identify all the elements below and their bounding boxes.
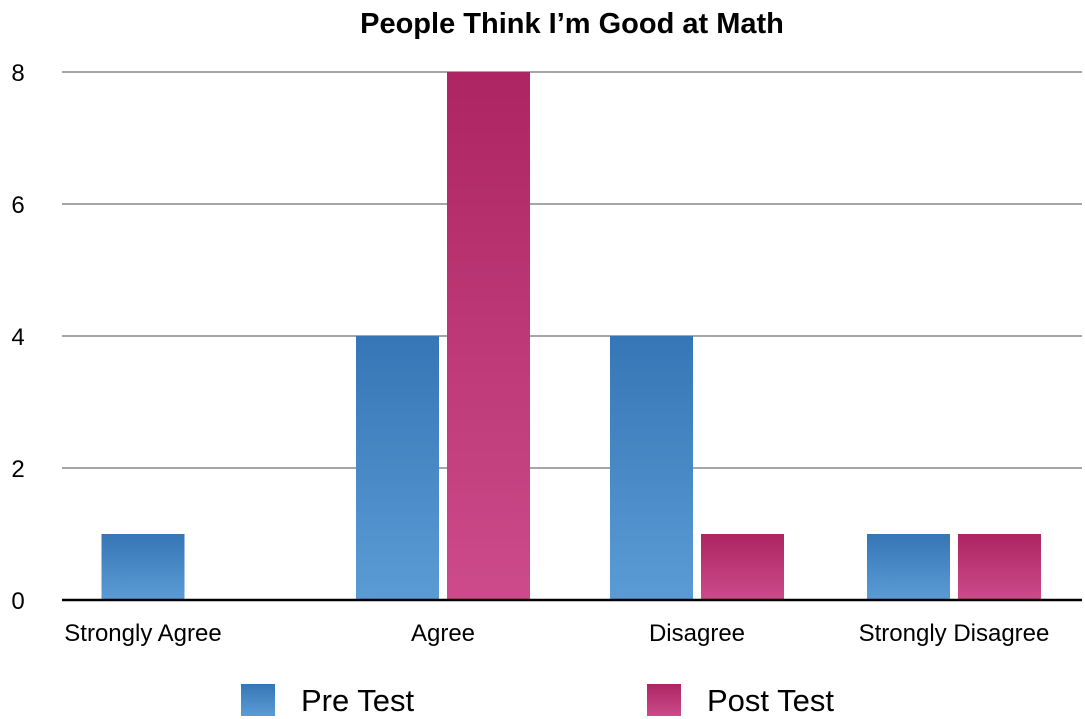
bar-post-test — [447, 72, 530, 600]
bar-pre-test — [356, 336, 439, 600]
bar-pre-test — [867, 534, 950, 600]
chart-title: People Think I’m Good at Math — [360, 8, 784, 40]
x-tick-label: Agree — [411, 620, 475, 647]
y-tick-label: 8 — [11, 60, 24, 87]
bar-pre-test — [610, 336, 693, 600]
y-tick-label: 4 — [11, 324, 24, 351]
legend-label: Pre Test — [301, 683, 415, 718]
legend-label: Post Test — [707, 683, 834, 718]
y-tick-label: 0 — [11, 588, 24, 615]
gridlines — [62, 71, 1082, 469]
x-tick-label: Disagree — [649, 620, 745, 647]
bars — [101, 72, 1041, 600]
x-axis-ticks: Strongly Agree Agree Disagree Strongly Disa… — [64, 620, 1049, 647]
y-axis-ticks: 0 2 4 6 8 — [11, 60, 24, 615]
bar-post-test — [958, 534, 1041, 600]
bar-post-test — [701, 534, 784, 600]
legend-swatch — [241, 684, 275, 716]
legend: Pre Test Post Test — [241, 683, 834, 718]
bar-pre-test — [101, 534, 185, 600]
y-tick-label: 2 — [11, 456, 24, 483]
x-tick-label: Strongly Disagree — [859, 620, 1050, 647]
y-tick-label: 6 — [11, 192, 24, 219]
x-tick-label: Strongly Agree — [64, 620, 221, 647]
legend-swatch — [647, 684, 681, 716]
